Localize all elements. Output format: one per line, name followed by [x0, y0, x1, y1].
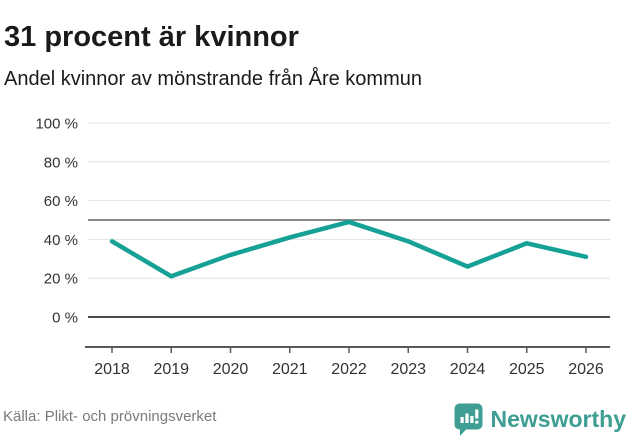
x-tick-label: 2019	[153, 361, 189, 378]
x-tick-label: 2020	[213, 361, 249, 378]
trend-line	[109, 219, 589, 279]
x-tick-label: 2026	[568, 361, 604, 378]
newsworthy-logo-icon	[454, 403, 483, 436]
newsworthy-brand: Newsworthy	[453, 402, 626, 437]
page-title: 31 procent är kvinnor	[4, 21, 299, 54]
x-tick-label: 2023	[390, 361, 426, 378]
y-tick-label: 100 %	[35, 116, 78, 133]
x-tick-label: 2025	[509, 361, 545, 378]
x-tick-label: 2021	[272, 361, 308, 378]
x-tick-label: 2022	[331, 361, 367, 378]
x-tick-label: 2024	[450, 361, 486, 378]
x-tick-label: 2018	[94, 361, 130, 378]
y-tick-label: 40 %	[44, 232, 78, 249]
newsworthy-wordmark: Newsworthy	[490, 406, 626, 432]
y-tick-label: 60 %	[44, 193, 78, 210]
y-tick-label: 20 %	[44, 271, 78, 288]
chart-subtitle: Andel kvinnor av mönstrande från Åre kom…	[4, 68, 422, 90]
line-chart: 0 % 20 % 40 % 60 % 80 % 100 % 2018 2019 2020 2021…	[35, 116, 610, 378]
source-note: Källa: Plikt- och prövningsverket	[3, 408, 217, 425]
y-tick-label: 80 %	[44, 154, 78, 171]
y-tick-label: 0 %	[52, 310, 78, 327]
